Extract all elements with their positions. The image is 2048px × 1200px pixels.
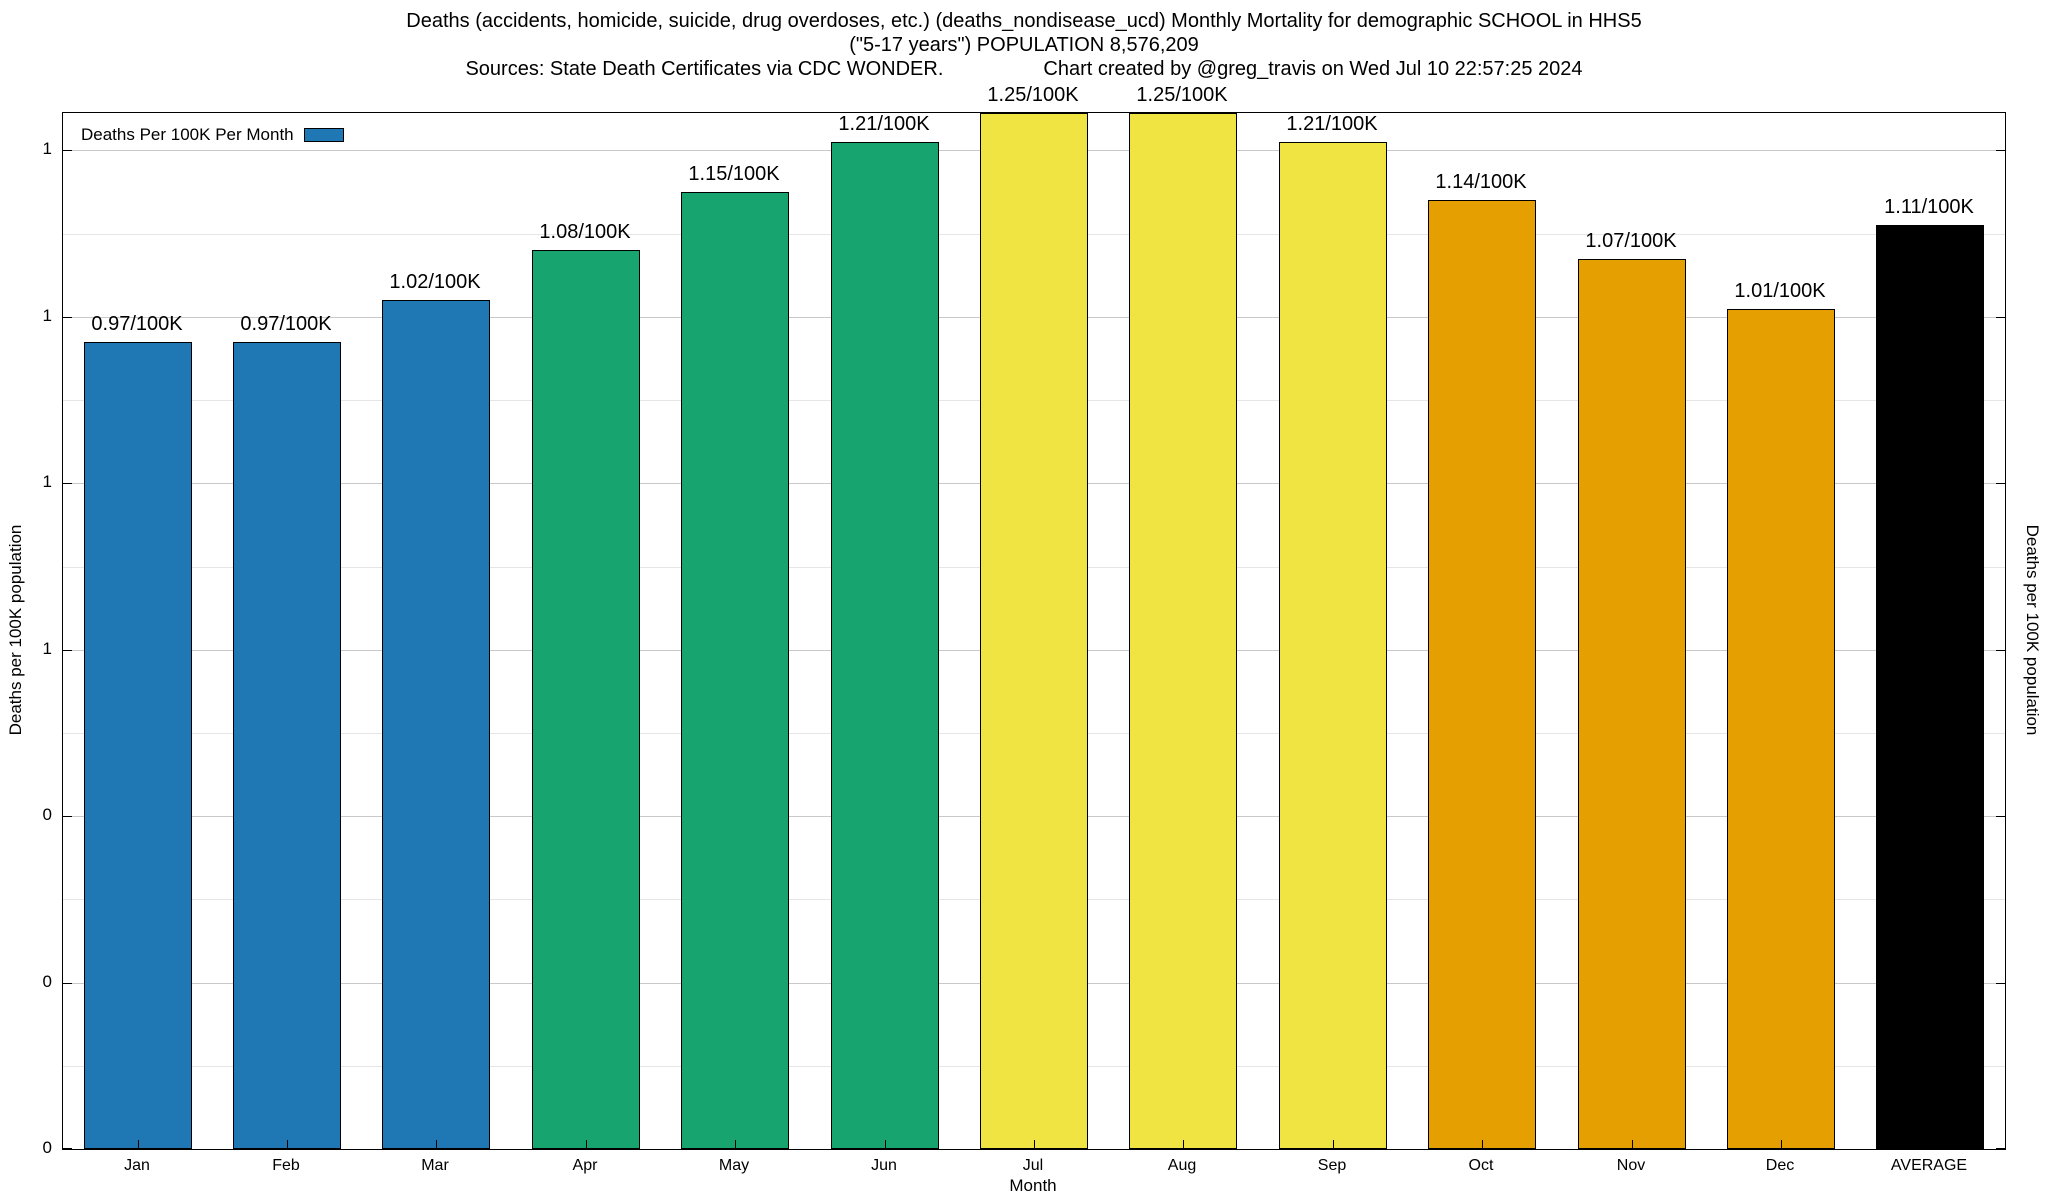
- bar-value-label: 1.11/100K: [1884, 196, 1974, 218]
- y-tick-mark-right: [1996, 317, 2005, 318]
- plot-area: Deaths Per 100K Per Month: [62, 112, 2006, 1150]
- x-tick-label: Nov: [1616, 1157, 1646, 1174]
- x-tick-mark: [1930, 1140, 1931, 1149]
- bar-value-label: 1.25/100K: [987, 84, 1079, 106]
- x-tick-mark: [287, 1140, 288, 1149]
- bar-value-label: 1.02/100K: [389, 271, 481, 293]
- chart-subtitle-row: Sources: State Death Certificates via CD…: [0, 58, 2048, 81]
- x-tick-mark: [1333, 1140, 1334, 1149]
- bar-value-label: 1.15/100K: [688, 163, 780, 185]
- x-axis-label: Month: [1009, 1176, 1057, 1195]
- y-tick-mark-right: [1996, 983, 2005, 984]
- chart-title-line1: Deaths (accidents, homicide, suicide, dr…: [406, 10, 1642, 32]
- x-tick-label: Mar: [421, 1157, 449, 1174]
- x-tick-mark: [1781, 1140, 1782, 1149]
- legend: Deaths Per 100K Per Month: [81, 125, 344, 145]
- y-tick-label: 1: [42, 639, 52, 658]
- x-tick-mark: [1632, 1140, 1633, 1149]
- x-tick-label: Apr: [572, 1157, 598, 1174]
- y-axis-label-left: Deaths per 100K population: [6, 524, 25, 736]
- y-axis-label-right: Deaths per 100K population: [2023, 524, 2042, 736]
- y-tick-mark-left: [63, 150, 72, 151]
- y-tick-label: 1: [42, 472, 52, 491]
- y-tick-mark-right: [1996, 816, 2005, 817]
- bar-value-label: 1.21/100K: [838, 113, 930, 135]
- bar-value-label: 1.25/100K: [1136, 84, 1228, 106]
- bar-oct: [1428, 200, 1536, 1149]
- y-tick-mark-left: [63, 816, 72, 817]
- bar-aug: [1129, 113, 1237, 1149]
- chart-title-line2: ("5-17 years") POPULATION 8,576,209: [849, 34, 1199, 56]
- y-tick-label: 1: [42, 139, 52, 158]
- y-tick-mark-right: [1996, 650, 2005, 651]
- bar-average: [1876, 225, 1984, 1149]
- y-tick-mark-left: [63, 317, 72, 318]
- y-tick-mark-left: [63, 483, 72, 484]
- y-tick-label: 0: [42, 972, 52, 991]
- y-tick-label: 0: [42, 1138, 52, 1157]
- x-tick-label: Aug: [1167, 1157, 1197, 1174]
- bar-jul: [980, 113, 1088, 1149]
- y-tick-mark-right: [1996, 150, 2005, 151]
- bar-value-label: 1.21/100K: [1286, 113, 1378, 135]
- x-tick-mark: [735, 1140, 736, 1149]
- x-tick-mark: [885, 1140, 886, 1149]
- y-tick-mark-right: [1996, 483, 2005, 484]
- y-tick-mark-left: [63, 983, 72, 984]
- bar-sep: [1279, 142, 1387, 1149]
- x-tick-label: Sep: [1317, 1157, 1347, 1174]
- bar-jun: [831, 142, 939, 1149]
- legend-swatch: [303, 128, 344, 142]
- y-tick-mark-right: [1996, 1148, 2005, 1149]
- x-tick-mark: [436, 1140, 437, 1149]
- bar-value-label: 0.97/100K: [91, 313, 183, 335]
- bar-value-label: 1.07/100K: [1585, 230, 1677, 252]
- bar-mar: [382, 300, 490, 1149]
- x-tick-label: Dec: [1765, 1157, 1795, 1174]
- y-tick-label: 0: [42, 805, 52, 824]
- x-tick-label: Jun: [871, 1157, 897, 1174]
- x-tick-label: Feb: [272, 1157, 300, 1174]
- chart-credit-text: Chart created by @greg_travis on Wed Jul…: [1043, 58, 1583, 80]
- x-tick-mark: [1183, 1140, 1184, 1149]
- bar-may: [681, 192, 789, 1149]
- x-tick-label: AVERAGE: [1890, 1157, 1968, 1174]
- bar-value-label: 0.97/100K: [240, 313, 332, 335]
- bar-apr: [532, 250, 640, 1149]
- bar-value-label: 1.08/100K: [539, 221, 631, 243]
- y-tick-label: 1: [42, 306, 52, 325]
- y-tick-mark-left: [63, 1148, 72, 1149]
- legend-label: Deaths Per 100K Per Month: [81, 125, 294, 144]
- bar-dec: [1727, 309, 1835, 1149]
- x-tick-label: Jul: [1022, 1157, 1044, 1174]
- bar-value-label: 1.01/100K: [1734, 280, 1826, 302]
- x-tick-label: May: [718, 1157, 750, 1174]
- chart-sources-text: Sources: State Death Certificates via CD…: [465, 58, 944, 80]
- bar-jan: [84, 342, 192, 1149]
- bar-value-label: 1.14/100K: [1435, 171, 1527, 193]
- x-tick-label: Jan: [124, 1157, 150, 1174]
- x-tick-label: Oct: [1468, 1157, 1494, 1174]
- x-tick-mark: [138, 1140, 139, 1149]
- bar-feb: [233, 342, 341, 1149]
- bar-nov: [1578, 259, 1686, 1149]
- y-tick-mark-left: [63, 650, 72, 651]
- x-tick-mark: [1482, 1140, 1483, 1149]
- x-tick-mark: [586, 1140, 587, 1149]
- x-tick-mark: [1034, 1140, 1035, 1149]
